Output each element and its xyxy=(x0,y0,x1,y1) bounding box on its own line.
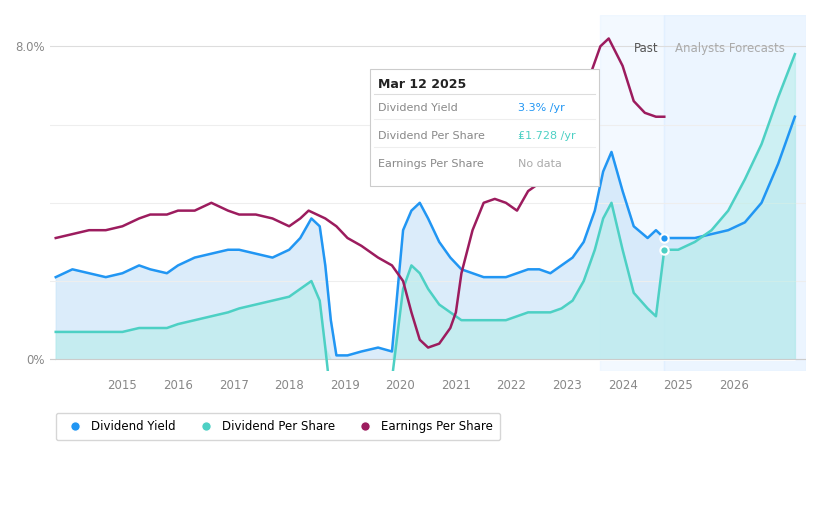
Bar xyxy=(600,15,664,371)
Text: Mar 12 2025: Mar 12 2025 xyxy=(378,78,466,91)
Text: Earnings Per Share: Earnings Per Share xyxy=(378,159,484,169)
Text: Analysts Forecasts: Analysts Forecasts xyxy=(676,42,785,55)
Text: Dividend Yield: Dividend Yield xyxy=(378,103,458,113)
Text: Past: Past xyxy=(634,42,658,55)
Text: No data: No data xyxy=(518,159,562,169)
Bar xyxy=(664,15,806,371)
Text: Dividend Per Share: Dividend Per Share xyxy=(378,131,485,141)
Text: ₤1.728 /yr: ₤1.728 /yr xyxy=(518,131,576,141)
Text: 3.3% /yr: 3.3% /yr xyxy=(518,103,564,113)
Legend: Dividend Yield, Dividend Per Share, Earnings Per Share: Dividend Yield, Dividend Per Share, Earn… xyxy=(56,412,500,440)
